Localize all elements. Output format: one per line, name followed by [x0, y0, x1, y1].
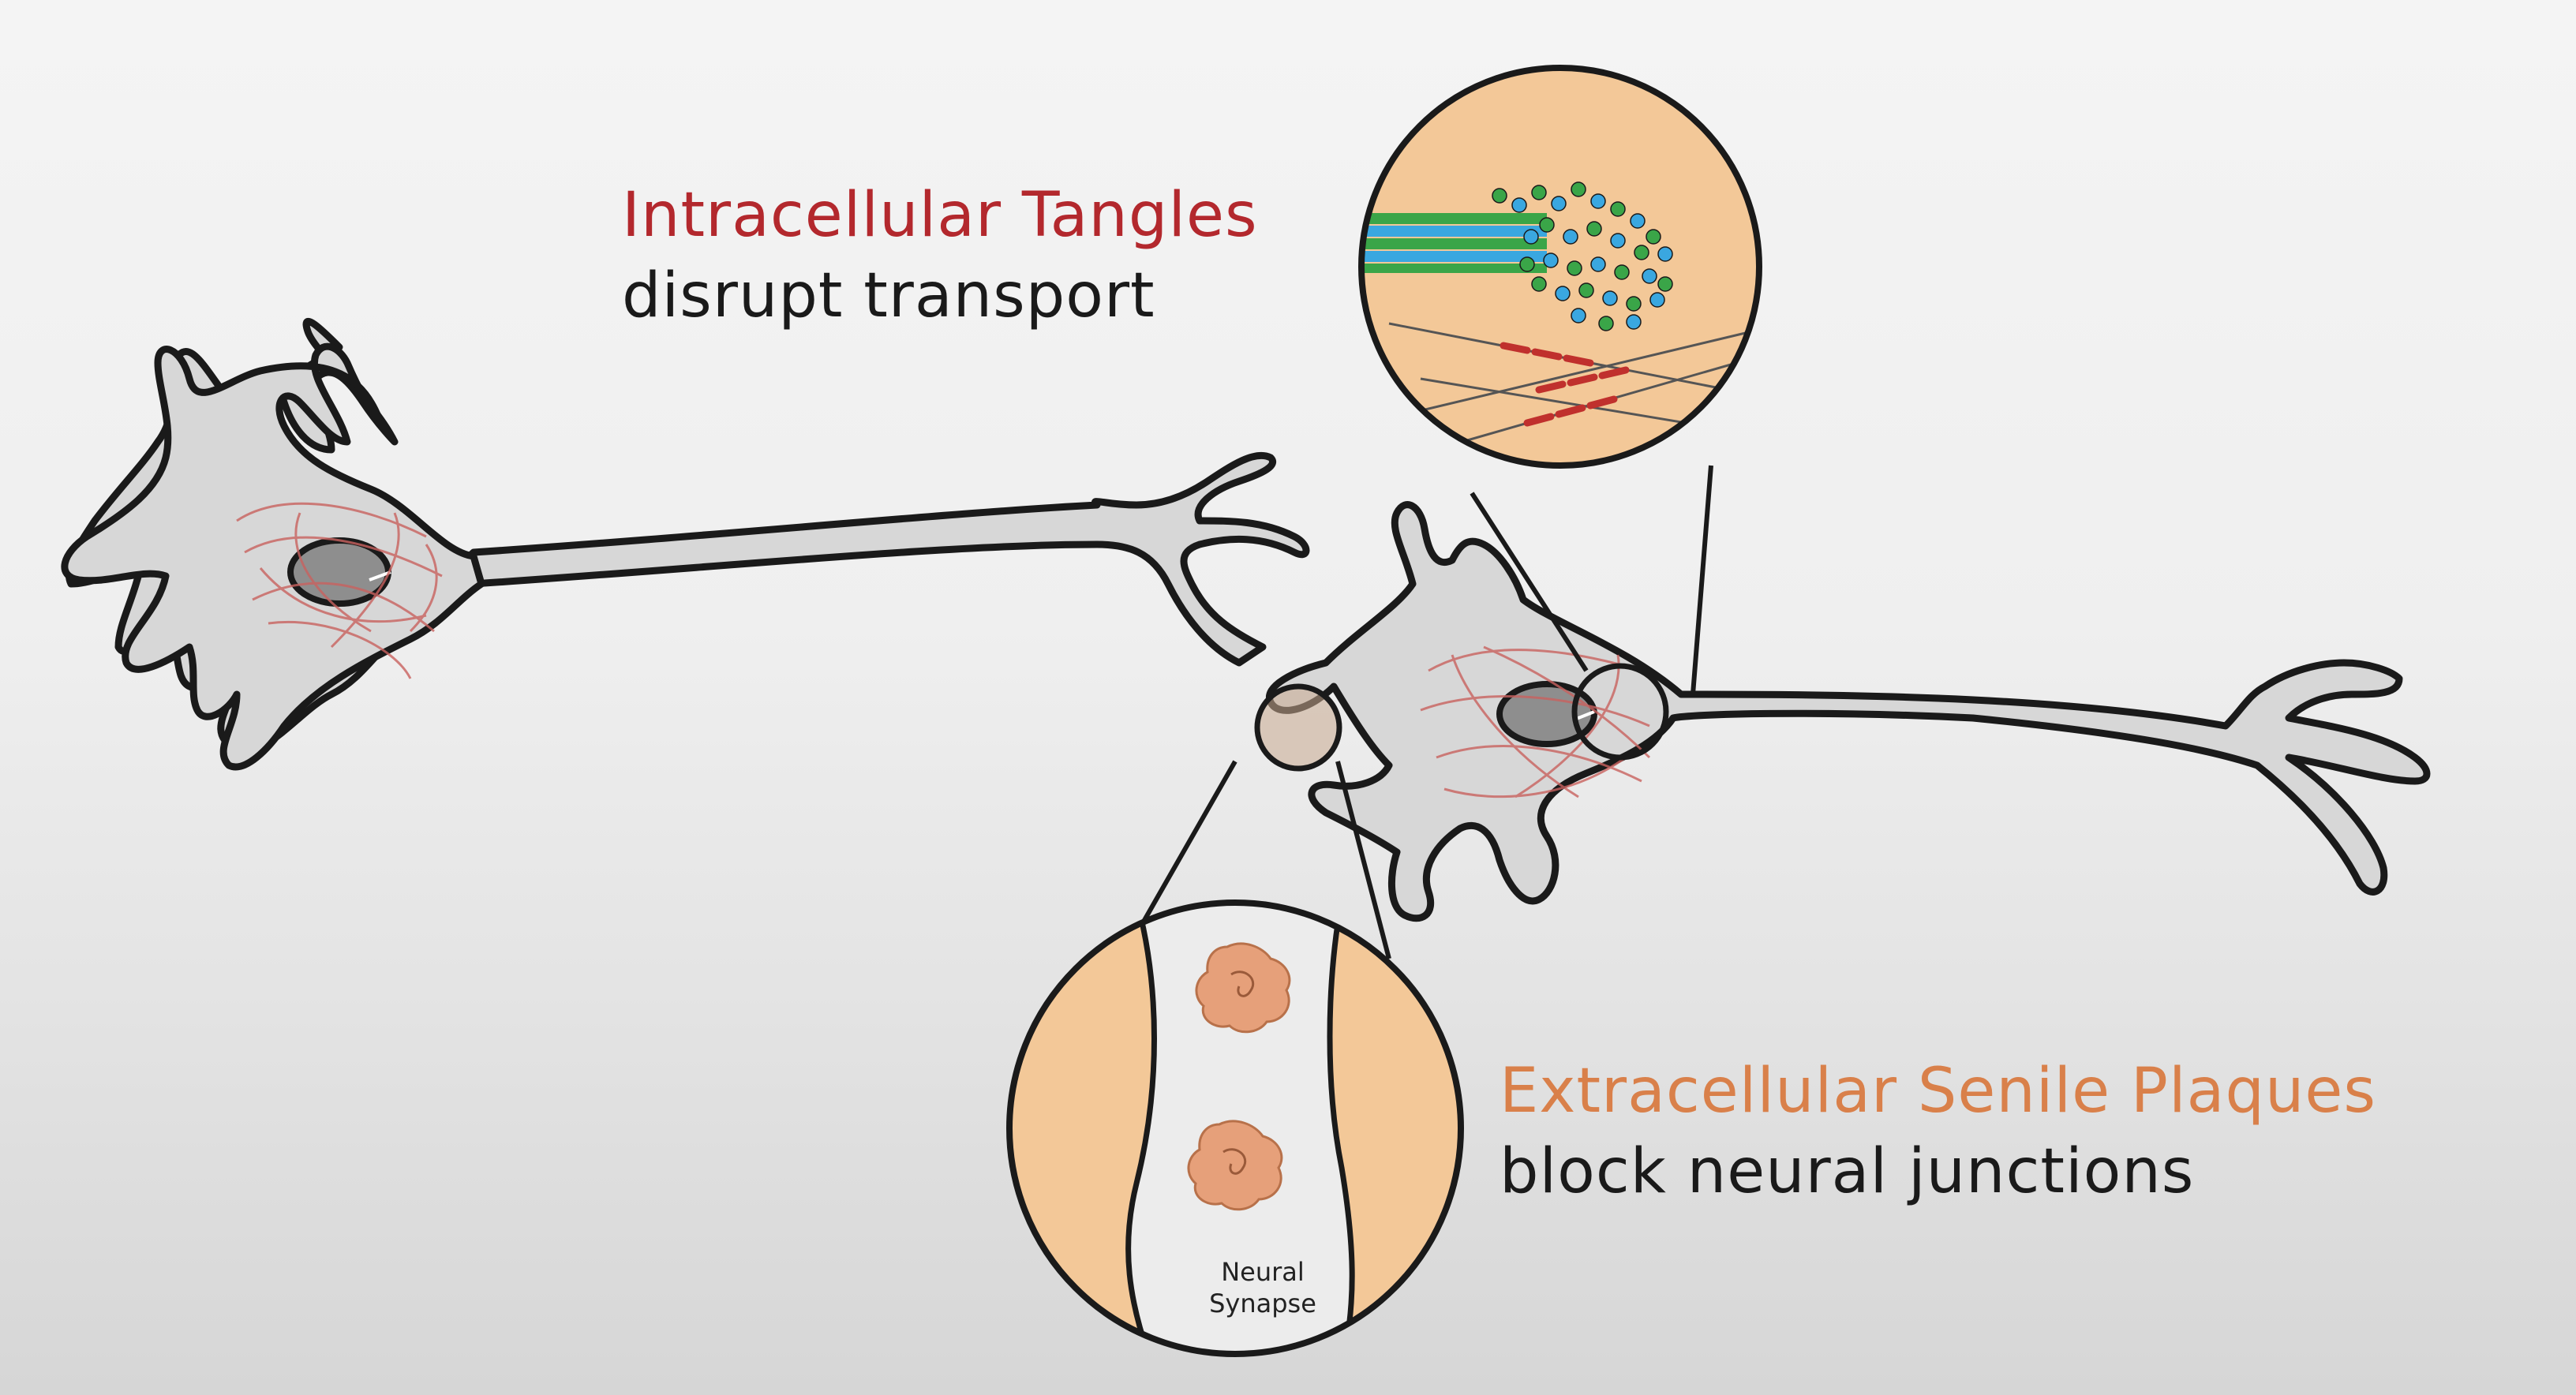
amyloid-plaque: [1195, 942, 1291, 1034]
amyloid-plaque: [1187, 1120, 1283, 1211]
synapse-label: Neural Synapse: [1184, 1256, 1342, 1319]
tangles-zoom-circle: [1358, 65, 1762, 469]
right-neuron-nucleus: [1496, 681, 1597, 747]
right-neuron-tangle-fibers: [1420, 645, 1651, 798]
zoom-connector-lines: [1138, 465, 1713, 959]
axon-hillock-marker: [1571, 663, 1669, 761]
neurofibrillary-tangle: [1388, 322, 1753, 455]
left-neuron-soma: [61, 342, 485, 771]
synapse-zoom-circle: [1006, 899, 1464, 1357]
tau-beads: [1492, 181, 1673, 331]
right-neuron: [1266, 501, 2431, 922]
right-neuron-body: [1266, 501, 2431, 922]
synapse-marker: [1254, 683, 1342, 772]
synapse-label-line2: Synapse: [1209, 1288, 1316, 1318]
plaques-subtitle: block neural junctions: [1500, 1136, 2195, 1207]
tangles-title: Intracellular Tangles: [622, 180, 1258, 251]
microtubule-stack: [1361, 213, 1547, 273]
left-neuron: [61, 317, 1310, 771]
synapse-label-line1: Neural: [1221, 1257, 1305, 1287]
plaques-title: Extracellular Senile Plaques: [1500, 1056, 2377, 1127]
tangles-subtitle: disrupt transport: [622, 260, 1155, 331]
left-neuron-tangle-fibers: [236, 502, 443, 679]
